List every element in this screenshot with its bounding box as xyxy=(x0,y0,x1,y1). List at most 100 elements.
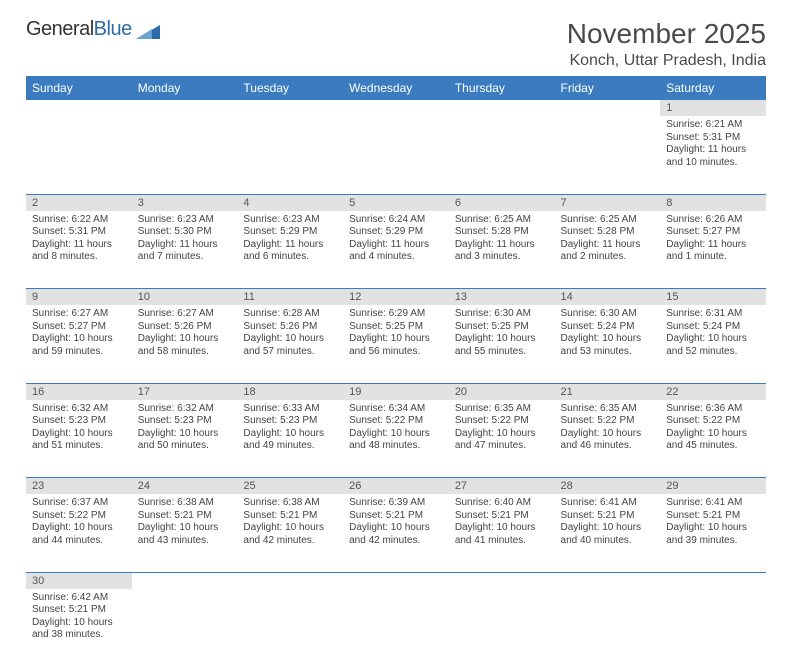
day-cell-body: Sunrise: 6:26 AMSunset: 5:27 PMDaylight:… xyxy=(660,211,766,268)
day-cell: Sunrise: 6:25 AMSunset: 5:28 PMDaylight:… xyxy=(449,211,555,289)
sunset-text: Sunset: 5:23 PM xyxy=(138,415,232,428)
daynum-cell: 28 xyxy=(555,478,661,495)
daynum-cell: 12 xyxy=(343,289,449,306)
logo-part2: Blue xyxy=(94,18,132,40)
sunrise-text: Sunrise: 6:30 AM xyxy=(561,308,655,321)
daynum-cell xyxy=(449,572,555,589)
day-cell-body: Sunrise: 6:38 AMSunset: 5:21 PMDaylight:… xyxy=(237,494,343,551)
day-cell: Sunrise: 6:38 AMSunset: 5:21 PMDaylight:… xyxy=(132,494,238,572)
day-cell: Sunrise: 6:21 AMSunset: 5:31 PMDaylight:… xyxy=(660,116,766,194)
day-cell-body: Sunrise: 6:35 AMSunset: 5:22 PMDaylight:… xyxy=(449,400,555,457)
day-cell: Sunrise: 6:35 AMSunset: 5:22 PMDaylight:… xyxy=(555,400,661,478)
day-cell-body: Sunrise: 6:31 AMSunset: 5:24 PMDaylight:… xyxy=(660,305,766,362)
daynum-cell: 1 xyxy=(660,100,766,116)
day-cell: Sunrise: 6:27 AMSunset: 5:27 PMDaylight:… xyxy=(26,305,132,383)
sunset-text: Sunset: 5:27 PM xyxy=(666,226,760,239)
day-cell xyxy=(449,116,555,194)
sunset-text: Sunset: 5:25 PM xyxy=(349,321,443,334)
daynum-cell: 30 xyxy=(26,572,132,589)
day-cell-body: Sunrise: 6:34 AMSunset: 5:22 PMDaylight:… xyxy=(343,400,449,457)
daynum-cell: 8 xyxy=(660,194,766,211)
daylight-text: Daylight: 10 hours and 45 minutes. xyxy=(666,428,760,453)
daynum-cell: 26 xyxy=(343,478,449,495)
daylight-text: Daylight: 10 hours and 42 minutes. xyxy=(349,522,443,547)
sunrise-text: Sunrise: 6:25 AM xyxy=(561,214,655,227)
sunset-text: Sunset: 5:22 PM xyxy=(666,415,760,428)
daynum-cell: 18 xyxy=(237,383,343,400)
header: GeneralBlue November 2025 Konch, Uttar P… xyxy=(26,18,766,70)
day-cell: Sunrise: 6:23 AMSunset: 5:29 PMDaylight:… xyxy=(237,211,343,289)
sunset-text: Sunset: 5:22 PM xyxy=(561,415,655,428)
sunset-text: Sunset: 5:31 PM xyxy=(32,226,126,239)
day-cell: Sunrise: 6:26 AMSunset: 5:27 PMDaylight:… xyxy=(660,211,766,289)
sunrise-text: Sunrise: 6:28 AM xyxy=(243,308,337,321)
sunrise-text: Sunrise: 6:23 AM xyxy=(138,214,232,227)
daylight-text: Daylight: 11 hours and 4 minutes. xyxy=(349,239,443,264)
sunset-text: Sunset: 5:21 PM xyxy=(32,604,126,617)
daynum-cell: 17 xyxy=(132,383,238,400)
daylight-text: Daylight: 10 hours and 51 minutes. xyxy=(32,428,126,453)
day-cell: Sunrise: 6:41 AMSunset: 5:21 PMDaylight:… xyxy=(660,494,766,572)
daynum-cell: 25 xyxy=(237,478,343,495)
daylight-text: Daylight: 11 hours and 8 minutes. xyxy=(32,239,126,264)
sunrise-text: Sunrise: 6:40 AM xyxy=(455,497,549,510)
daynum-cell: 21 xyxy=(555,383,661,400)
day-cell-body: Sunrise: 6:32 AMSunset: 5:23 PMDaylight:… xyxy=(26,400,132,457)
daynum-cell: 2 xyxy=(26,194,132,211)
daynum-cell xyxy=(132,100,238,116)
sunrise-text: Sunrise: 6:27 AM xyxy=(138,308,232,321)
day-cell-body: Sunrise: 6:39 AMSunset: 5:21 PMDaylight:… xyxy=(343,494,449,551)
page-title: November 2025 xyxy=(567,18,766,50)
day-cell xyxy=(343,116,449,194)
logo: GeneralBlue xyxy=(26,18,160,41)
weekday-header-row: SundayMondayTuesdayWednesdayThursdayFrid… xyxy=(26,76,766,100)
sunset-text: Sunset: 5:26 PM xyxy=(138,321,232,334)
daylight-text: Daylight: 10 hours and 58 minutes. xyxy=(138,333,232,358)
daylight-text: Daylight: 10 hours and 57 minutes. xyxy=(243,333,337,358)
sunrise-text: Sunrise: 6:23 AM xyxy=(243,214,337,227)
sunset-text: Sunset: 5:21 PM xyxy=(138,510,232,523)
daylight-text: Daylight: 10 hours and 56 minutes. xyxy=(349,333,443,358)
sunrise-text: Sunrise: 6:27 AM xyxy=(32,308,126,321)
daynum-cell xyxy=(660,572,766,589)
sunrise-text: Sunrise: 6:34 AM xyxy=(349,403,443,416)
day-cell xyxy=(26,116,132,194)
sunset-text: Sunset: 5:22 PM xyxy=(349,415,443,428)
day-cell-body: Sunrise: 6:28 AMSunset: 5:26 PMDaylight:… xyxy=(237,305,343,362)
week-row: Sunrise: 6:37 AMSunset: 5:22 PMDaylight:… xyxy=(26,494,766,572)
daynum-cell: 27 xyxy=(449,478,555,495)
day-cell-body: Sunrise: 6:36 AMSunset: 5:22 PMDaylight:… xyxy=(660,400,766,457)
daylight-text: Daylight: 11 hours and 2 minutes. xyxy=(561,239,655,264)
day-cell xyxy=(343,589,449,667)
daynum-cell: 24 xyxy=(132,478,238,495)
day-cell: Sunrise: 6:23 AMSunset: 5:30 PMDaylight:… xyxy=(132,211,238,289)
location-text: Konch, Uttar Pradesh, India xyxy=(567,52,766,70)
week-row: Sunrise: 6:21 AMSunset: 5:31 PMDaylight:… xyxy=(26,116,766,194)
sunset-text: Sunset: 5:23 PM xyxy=(32,415,126,428)
daylight-text: Daylight: 10 hours and 42 minutes. xyxy=(243,522,337,547)
day-cell-body: Sunrise: 6:42 AMSunset: 5:21 PMDaylight:… xyxy=(26,589,132,646)
sunrise-text: Sunrise: 6:29 AM xyxy=(349,308,443,321)
sunrise-text: Sunrise: 6:38 AM xyxy=(138,497,232,510)
daynum-cell: 5 xyxy=(343,194,449,211)
daylight-text: Daylight: 10 hours and 53 minutes. xyxy=(561,333,655,358)
daynum-cell: 4 xyxy=(237,194,343,211)
daynum-cell: 15 xyxy=(660,289,766,306)
daynum-cell: 20 xyxy=(449,383,555,400)
daylight-text: Daylight: 11 hours and 10 minutes. xyxy=(666,144,760,169)
sunset-text: Sunset: 5:24 PM xyxy=(561,321,655,334)
sunset-text: Sunset: 5:25 PM xyxy=(455,321,549,334)
day-cell-body: Sunrise: 6:23 AMSunset: 5:29 PMDaylight:… xyxy=(237,211,343,268)
sunrise-text: Sunrise: 6:25 AM xyxy=(455,214,549,227)
daynum-cell: 13 xyxy=(449,289,555,306)
sunset-text: Sunset: 5:30 PM xyxy=(138,226,232,239)
sunset-text: Sunset: 5:23 PM xyxy=(243,415,337,428)
daynum-cell xyxy=(237,572,343,589)
daylight-text: Daylight: 10 hours and 55 minutes. xyxy=(455,333,549,358)
daynum-cell: 23 xyxy=(26,478,132,495)
daynum-cell: 22 xyxy=(660,383,766,400)
weekday-header: Saturday xyxy=(660,76,766,100)
daylight-text: Daylight: 10 hours and 46 minutes. xyxy=(561,428,655,453)
daylight-text: Daylight: 11 hours and 7 minutes. xyxy=(138,239,232,264)
daylight-text: Daylight: 10 hours and 41 minutes. xyxy=(455,522,549,547)
